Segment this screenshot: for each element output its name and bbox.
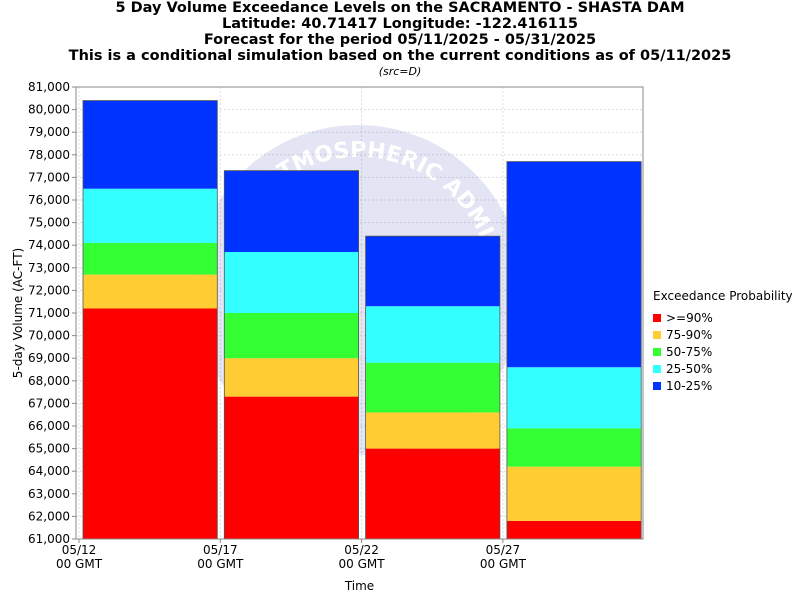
y-tick-label: 67,000 bbox=[28, 396, 70, 410]
legend-items: >=90% 75-90% 50-75% 25-50% 10-25% bbox=[653, 309, 793, 394]
bar-segment bbox=[224, 251, 359, 313]
chart-title: 5 Day Volume Exceedance Levels on the SA… bbox=[115, 0, 685, 16]
y-axis-ticks: 61,000 62,000 63,000 64,000 65,000 66,000 67,0… bbox=[28, 80, 76, 546]
bar-segment bbox=[506, 367, 642, 429]
bar-segment bbox=[224, 170, 359, 252]
legend-item: 25-50% bbox=[653, 360, 793, 377]
y-tick-label: 61,000 bbox=[28, 532, 70, 546]
bar-segment bbox=[506, 161, 642, 368]
y-tick-label: 73,000 bbox=[28, 261, 70, 275]
source-note: (src=D) bbox=[378, 65, 422, 78]
chart-subtitle-location: Latitude: 40.71417 Longitude: -122.41611… bbox=[222, 16, 578, 32]
bar-segment bbox=[224, 313, 359, 359]
legend-swatch bbox=[653, 330, 661, 339]
legend-item: 10-25% bbox=[653, 377, 793, 394]
y-tick-label: 77,000 bbox=[28, 170, 70, 184]
legend-item: 50-75% bbox=[653, 343, 793, 360]
bar-segment bbox=[365, 306, 500, 363]
legend: Exceedance Probability >=90% 75-90% 50-75%… bbox=[653, 289, 793, 394]
legend-title: Exceedance Probability bbox=[653, 289, 793, 303]
legend-label: >=90% bbox=[666, 310, 713, 325]
legend-swatch bbox=[653, 313, 661, 322]
bar-segment bbox=[83, 188, 218, 243]
y-tick-label: 69,000 bbox=[28, 351, 70, 365]
x-tick-date: 05/12 bbox=[62, 543, 97, 557]
legend-swatch bbox=[653, 347, 661, 356]
bar-segment bbox=[365, 236, 500, 307]
legend-label: 50-75% bbox=[666, 344, 713, 359]
y-tick-label: 78,000 bbox=[28, 148, 70, 162]
bar-segment bbox=[365, 448, 500, 539]
y-tick-label: 76,000 bbox=[28, 193, 70, 207]
chart-subtitle-period: Forecast for the period 05/11/2025 - 05/… bbox=[203, 32, 597, 48]
y-tick-label: 66,000 bbox=[28, 419, 70, 433]
chart-subtitle-conditions: This is a conditional simulation based o… bbox=[68, 48, 732, 64]
bar-segment bbox=[224, 396, 359, 539]
x-tick-time: 00 GMT bbox=[56, 557, 103, 571]
bar-segment bbox=[365, 412, 500, 449]
y-tick-label: 64,000 bbox=[28, 464, 70, 478]
bar-segment bbox=[224, 358, 359, 397]
y-tick-label: 62,000 bbox=[28, 509, 70, 523]
y-tick-label: 80,000 bbox=[28, 103, 70, 117]
legend-label: 10-25% bbox=[666, 378, 713, 393]
bars bbox=[82, 100, 642, 540]
y-tick-label: 63,000 bbox=[28, 487, 70, 501]
y-tick-label: 74,000 bbox=[28, 238, 70, 252]
x-tick-date: 05/27 bbox=[486, 543, 521, 557]
y-tick-label: 72,000 bbox=[28, 283, 70, 297]
bar-segment bbox=[365, 362, 500, 413]
x-tick-time: 00 GMT bbox=[339, 557, 386, 571]
bar-segment bbox=[83, 308, 218, 539]
bar-segment bbox=[83, 274, 218, 309]
x-tick-time: 00 GMT bbox=[480, 557, 527, 571]
x-axis-label: Time bbox=[344, 579, 374, 593]
y-tick-label: 65,000 bbox=[28, 442, 70, 456]
bar-segment bbox=[506, 428, 642, 467]
legend-label: 25-50% bbox=[666, 361, 713, 376]
y-tick-label: 79,000 bbox=[28, 125, 70, 139]
legend-swatch bbox=[653, 381, 661, 390]
x-tick-date: 05/22 bbox=[344, 543, 379, 557]
bar-segment bbox=[506, 520, 642, 539]
legend-swatch bbox=[653, 364, 661, 373]
bar-segment bbox=[506, 466, 642, 521]
chart-titles: 5 Day Volume Exceedance Levels on the SA… bbox=[0, 0, 800, 79]
legend-label: 75-90% bbox=[666, 327, 713, 342]
bar-segment bbox=[83, 242, 218, 275]
bar-segment bbox=[83, 100, 218, 189]
y-tick-label: 68,000 bbox=[28, 374, 70, 388]
y-axis-label: 5-day Volume (AC-FT) bbox=[11, 248, 25, 378]
x-tick-time: 00 GMT bbox=[197, 557, 244, 571]
y-tick-label: 71,000 bbox=[28, 306, 70, 320]
y-tick-label: 70,000 bbox=[28, 329, 70, 343]
y-tick-label: 75,000 bbox=[28, 216, 70, 230]
legend-item: 75-90% bbox=[653, 326, 793, 343]
x-tick-date: 05/17 bbox=[203, 543, 238, 557]
y-tick-label: 81,000 bbox=[28, 80, 70, 94]
legend-item: >=90% bbox=[653, 309, 793, 326]
